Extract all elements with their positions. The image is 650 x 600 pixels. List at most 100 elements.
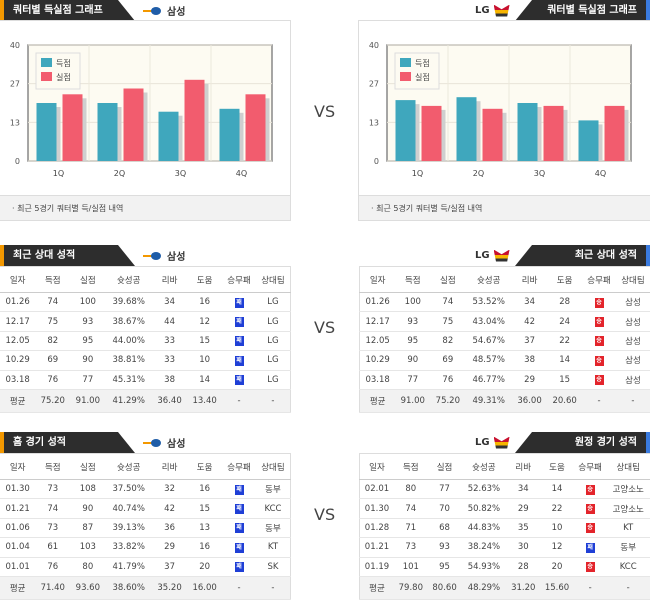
table-cell: SK <box>256 557 291 576</box>
vs-label: VS <box>314 505 335 524</box>
table-cell: 39.13% <box>105 518 152 537</box>
table-cell: 33 <box>152 351 187 370</box>
bar-scored <box>220 109 240 161</box>
y-tick-label: 13 <box>10 118 20 127</box>
table-cell: 41.79% <box>105 557 152 576</box>
h2h-header-right: 최근 상대 성적 <box>515 245 650 266</box>
result-badge: 승 <box>595 298 604 308</box>
table-cell: 15 <box>187 499 222 518</box>
table-cell: KCC <box>256 499 291 518</box>
table-cell: 69 <box>430 351 465 370</box>
bar-allowed <box>185 80 205 161</box>
result-cell: 패 <box>222 351 256 370</box>
x-tick-label: 3Q <box>175 169 186 178</box>
bar-scored <box>396 100 416 161</box>
table-cell: 03.18 <box>360 370 396 389</box>
column-header: 승무패 <box>222 454 256 480</box>
table-cell: 95 <box>70 331 105 350</box>
table-cell: 고양소노 <box>606 499 650 518</box>
average-cell: 93.60 <box>70 576 105 599</box>
table-cell: 삼성 <box>616 312 650 331</box>
table-cell: 01.26 <box>0 293 35 312</box>
team-label-away: LG <box>475 245 510 266</box>
table-cell: 73 <box>35 480 70 499</box>
x-tick-label: 4Q <box>595 169 606 178</box>
bar-scored <box>579 120 599 161</box>
result-badge: 승 <box>586 523 595 533</box>
legend-label: 실점 <box>415 72 430 82</box>
table-cell: 01.01 <box>0 557 35 576</box>
table-cell: 90 <box>395 351 430 370</box>
table-cell: 29 <box>512 370 547 389</box>
average-cell: - <box>222 576 256 599</box>
away-games-header: 원정 경기 성적 <box>515 432 650 453</box>
result-cell: 패 <box>222 312 256 331</box>
average-cell: 91.00 <box>395 389 430 412</box>
chart-footer: · 최근 5경기 쿼터별 득/실점 내역 <box>359 195 650 220</box>
team-name: 삼성 <box>167 435 185 450</box>
table-cell: 43.04% <box>465 312 512 331</box>
table-cell: 33.82% <box>105 538 152 557</box>
table-cell: LG <box>256 351 291 370</box>
table-cell: 12.05 <box>360 331 396 350</box>
table-cell: 01.04 <box>0 538 35 557</box>
legend-label: 실점 <box>56 72 71 82</box>
table-cell: LG <box>256 293 291 312</box>
table-cell: 01.28 <box>360 518 394 537</box>
table-cell: 93 <box>428 538 462 557</box>
result-badge: 패 <box>235 356 244 366</box>
chart-footer: · 최근 5경기 쿼터별 득/실점 내역 <box>0 195 290 220</box>
column-header: 슛성공 <box>465 267 512 293</box>
table-cell: 삼성 <box>616 293 650 312</box>
column-header: 실점 <box>430 267 465 293</box>
average-cell: 75.20 <box>35 389 70 412</box>
average-cell: 79.80 <box>394 576 428 599</box>
average-cell: 15.60 <box>540 576 574 599</box>
table-cell: 32 <box>152 480 187 499</box>
table-cell: 77 <box>428 480 462 499</box>
column-header: 실점 <box>70 454 105 480</box>
average-cell: - <box>606 576 650 599</box>
column-header: 상대팀 <box>616 267 650 293</box>
result-badge: 패 <box>235 317 244 327</box>
table-cell: 10 <box>540 518 574 537</box>
result-cell: 승 <box>582 312 616 331</box>
chart-header-left: 쿼터별 득실점 그래프 <box>0 0 135 21</box>
table-cell: 34 <box>512 293 547 312</box>
table-cell: 삼성 <box>616 331 650 350</box>
column-header: 승무패 <box>574 454 607 480</box>
table-cell: 95 <box>428 557 462 576</box>
table-cell: 01.26 <box>360 293 396 312</box>
y-tick-label: 40 <box>369 41 379 50</box>
average-cell: - <box>574 576 607 599</box>
column-header: 득점 <box>394 454 428 480</box>
bar-scored <box>457 97 477 161</box>
x-tick-label: 1Q <box>53 169 64 178</box>
average-cell: 16.00 <box>187 576 222 599</box>
result-badge: 승 <box>595 317 604 327</box>
table-cell: 10.29 <box>360 351 396 370</box>
average-cell: 71.40 <box>35 576 70 599</box>
table-cell: 40.74% <box>105 499 152 518</box>
result-cell: 승 <box>582 370 616 389</box>
table-cell: 10.29 <box>0 351 35 370</box>
x-tick-label: 4Q <box>236 169 247 178</box>
result-cell: 패 <box>222 293 256 312</box>
table-cell: 28 <box>506 557 540 576</box>
table-cell: 76 <box>430 370 465 389</box>
table-cell: 77 <box>70 370 105 389</box>
table-cell: 48.57% <box>465 351 512 370</box>
table-cell: 74 <box>394 499 428 518</box>
table-cell: 45.31% <box>105 370 152 389</box>
table-cell: KT <box>606 518 650 537</box>
table-cell: 01.30 <box>360 499 394 518</box>
table-cell: 87 <box>70 518 105 537</box>
